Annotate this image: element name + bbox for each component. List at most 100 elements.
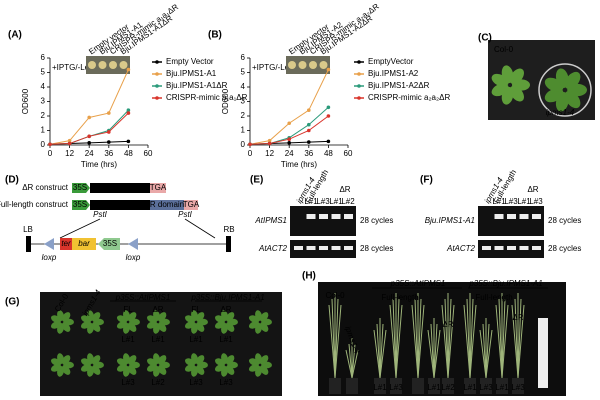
band bbox=[344, 246, 353, 250]
x-tick-label: 0 bbox=[48, 149, 53, 158]
leaf bbox=[259, 322, 269, 332]
point bbox=[307, 122, 311, 127]
label: TGA bbox=[183, 200, 200, 209]
band bbox=[319, 246, 328, 250]
label: L#1 bbox=[329, 197, 343, 206]
x-tick-label: 60 bbox=[144, 149, 153, 158]
y-tick-label: 2 bbox=[41, 111, 46, 120]
point bbox=[307, 128, 311, 133]
point bbox=[326, 67, 331, 72]
leaf bbox=[50, 321, 62, 329]
y-tick-label: 1 bbox=[241, 126, 246, 135]
label: LB bbox=[23, 225, 33, 234]
photo-h bbox=[318, 282, 566, 396]
loxp bbox=[128, 238, 138, 250]
label: Full-length bbox=[381, 293, 418, 302]
leaf bbox=[259, 365, 269, 375]
label: ΔR bbox=[220, 305, 231, 314]
promoter bbox=[98, 238, 120, 250]
leaf bbox=[116, 321, 128, 329]
label: L#2 bbox=[441, 383, 455, 392]
legend-label: Bju.IPMS1-A2ΔR bbox=[368, 81, 430, 90]
leaf bbox=[225, 365, 235, 375]
x-tick-label: 12 bbox=[65, 149, 74, 158]
band bbox=[306, 214, 316, 219]
label: L#1 bbox=[373, 383, 387, 392]
y-tick-label: 5 bbox=[241, 68, 246, 77]
point bbox=[126, 111, 131, 115]
stem bbox=[441, 304, 449, 379]
leaf bbox=[80, 364, 92, 372]
leaf bbox=[214, 321, 226, 329]
loxp bbox=[44, 238, 54, 250]
point bbox=[287, 141, 292, 145]
pot bbox=[412, 378, 424, 394]
colony bbox=[119, 61, 128, 69]
catalytic-domain bbox=[90, 183, 150, 193]
stem bbox=[495, 304, 503, 379]
x-tick-label: 0 bbox=[248, 149, 253, 158]
point bbox=[287, 121, 292, 126]
legend-label: CRISPR-mimic a₂a₂ΔR bbox=[368, 93, 450, 102]
label: L#2 bbox=[151, 378, 165, 387]
colony bbox=[309, 61, 317, 69]
label: L#1 bbox=[517, 197, 531, 206]
point bbox=[87, 115, 91, 120]
y-tick-label: 4 bbox=[241, 82, 246, 91]
label: FL bbox=[191, 305, 201, 314]
x-axis-label: Time (hrs) bbox=[281, 160, 317, 169]
leaf bbox=[127, 365, 137, 375]
leaf bbox=[195, 355, 205, 365]
label: PstI bbox=[178, 210, 193, 219]
leaf bbox=[116, 364, 128, 372]
point bbox=[87, 134, 91, 139]
y-tick-label: 4 bbox=[41, 82, 46, 91]
band bbox=[507, 246, 516, 250]
label: ter bbox=[61, 239, 71, 248]
label: loxp bbox=[42, 253, 57, 262]
annotation: +IPTG/-Leu bbox=[252, 63, 294, 72]
label: Col-0 bbox=[494, 45, 514, 54]
label: FL bbox=[123, 305, 133, 314]
stem bbox=[345, 349, 353, 379]
y-tick-label: 3 bbox=[41, 97, 46, 106]
label: ΔR bbox=[442, 320, 453, 329]
x-tick-label: 24 bbox=[285, 149, 294, 158]
panel-label: (D) bbox=[5, 175, 19, 186]
panel-label: (E) bbox=[250, 175, 263, 186]
point bbox=[326, 105, 331, 110]
stem bbox=[433, 329, 441, 379]
label: L#3 bbox=[189, 378, 203, 387]
photo-g bbox=[40, 292, 282, 396]
stem bbox=[379, 323, 384, 379]
pot bbox=[496, 378, 508, 394]
y-tick-label: 3 bbox=[241, 97, 246, 106]
point bbox=[67, 138, 72, 143]
colony bbox=[98, 61, 107, 69]
x-tick-label: 36 bbox=[104, 149, 113, 158]
x-tick-label: 24 bbox=[85, 149, 94, 158]
point bbox=[326, 114, 331, 118]
label: L#3 bbox=[511, 383, 525, 392]
connector bbox=[59, 218, 101, 239]
stem bbox=[517, 298, 522, 379]
point bbox=[307, 140, 311, 144]
y-tick-label: 6 bbox=[41, 53, 46, 62]
label: Catalytic domain bbox=[90, 200, 149, 209]
label: p35S::Bju.IPMS1-A1 bbox=[468, 279, 542, 288]
catalytic-domain bbox=[90, 200, 150, 210]
series-line bbox=[49, 69, 129, 145]
promoter bbox=[72, 200, 90, 210]
x-axis-label: Time (hrs) bbox=[81, 160, 117, 169]
x-tick-label: 12 bbox=[265, 149, 274, 158]
legend-marker bbox=[357, 96, 361, 100]
leaf bbox=[509, 85, 524, 102]
band bbox=[319, 214, 328, 219]
pot bbox=[538, 63, 592, 117]
label: ΔR bbox=[339, 185, 350, 194]
legend-label: Empty Vector bbox=[166, 57, 214, 66]
label: ΔR construct bbox=[22, 183, 69, 192]
band bbox=[519, 214, 529, 219]
band bbox=[482, 246, 491, 250]
